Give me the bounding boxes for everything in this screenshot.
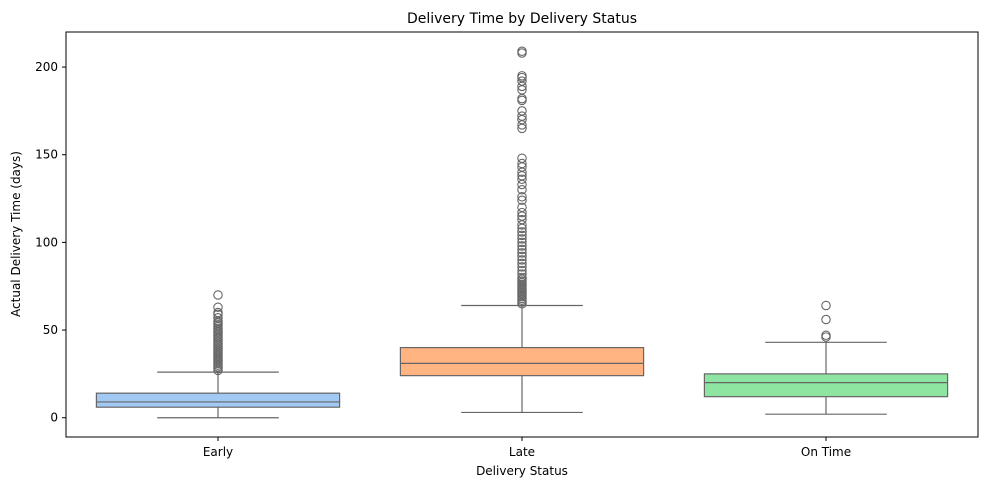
y-tick-label: 200	[35, 60, 58, 74]
outlier-point	[517, 234, 527, 244]
outlier-point	[517, 214, 527, 225]
outlier-point	[517, 265, 527, 276]
outlier-point	[821, 314, 831, 325]
outlier-point	[517, 202, 527, 213]
y-axis-label: Actual Delivery Time (days)	[9, 151, 23, 317]
outlier-point	[517, 46, 527, 57]
box-iqr	[703, 373, 949, 398]
outlier-point	[517, 255, 527, 265]
outlier-point	[517, 272, 527, 283]
outlier-point	[517, 227, 527, 237]
y-tick-label: 100	[35, 235, 58, 249]
outlier-point	[517, 185, 527, 195]
outlier-point	[517, 158, 527, 169]
outlier-point	[517, 244, 527, 255]
outlier-point	[517, 262, 527, 272]
y-tick-label: 50	[43, 323, 58, 337]
outlier-point	[821, 300, 831, 311]
y-tick-label: 0	[50, 411, 58, 425]
outlier-point	[213, 313, 223, 323]
outlier-point	[517, 76, 527, 86]
x-tick-label: Early	[203, 445, 233, 459]
outlier-point	[517, 258, 527, 269]
x-tick-label: Late	[509, 445, 535, 459]
outlier-point	[517, 192, 527, 202]
y-tick-label: 150	[35, 148, 58, 162]
plot-area	[95, 46, 949, 419]
outlier-point	[517, 230, 527, 241]
outlier-point	[517, 269, 527, 279]
chart-title: Delivery Time by Delivery Status	[407, 11, 637, 27]
outlier-point	[821, 330, 831, 341]
box-iqr	[95, 392, 341, 408]
outlier-point	[517, 248, 527, 258]
outlier-point	[517, 153, 527, 163]
outlier-point	[517, 237, 527, 248]
x-tick-label: On Time	[801, 445, 851, 459]
outlier-point	[213, 302, 223, 313]
outlier-point	[213, 290, 223, 300]
box-on-time	[703, 300, 949, 415]
outlier-point	[517, 106, 527, 116]
box-early	[95, 290, 341, 419]
outlier-point	[517, 111, 527, 121]
box-late	[399, 46, 645, 414]
outlier-point	[213, 307, 223, 318]
x-axis-label: Delivery Status	[476, 464, 568, 478]
outlier-point	[517, 241, 527, 251]
x-axis: Early Late On Time	[203, 437, 851, 459]
outlier-point	[517, 174, 527, 185]
outlier-point	[517, 195, 527, 206]
box-iqr	[399, 346, 645, 377]
outlier-point	[517, 251, 527, 262]
outlier-point	[517, 71, 527, 81]
y-axis: 0 50 100 150 200	[35, 60, 66, 425]
outlier-point	[517, 207, 527, 218]
